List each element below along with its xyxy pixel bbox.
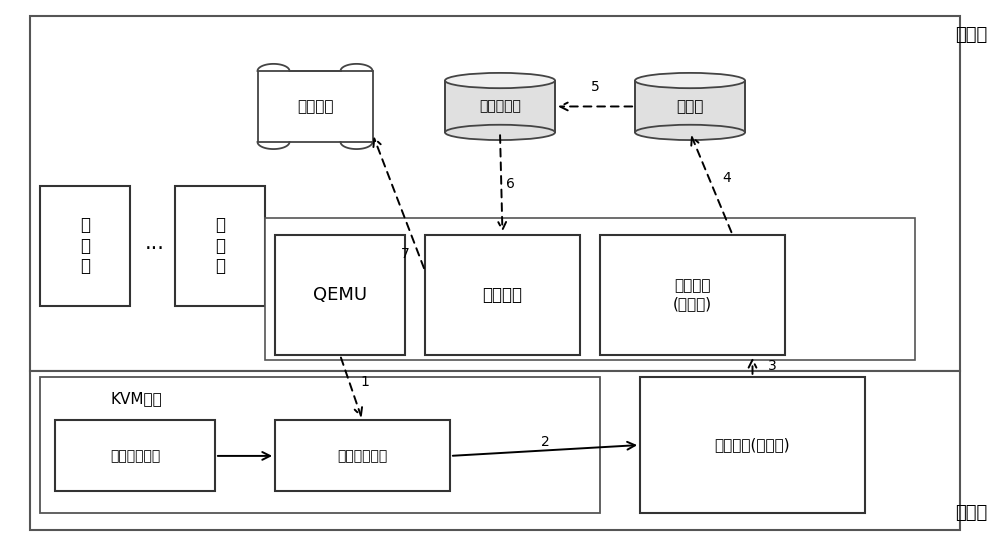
Text: 异步采集模块: 异步采集模块 [337,449,388,463]
FancyBboxPatch shape [640,377,865,513]
FancyBboxPatch shape [265,218,915,360]
FancyBboxPatch shape [55,420,215,491]
Text: 6: 6 [506,176,514,191]
FancyBboxPatch shape [40,377,600,513]
Bar [635,80,745,132]
Text: 7: 7 [401,247,409,262]
Text: 2: 2 [541,435,549,449]
Text: KVM模块: KVM模块 [110,391,162,406]
Ellipse shape [445,124,555,140]
Text: 3: 3 [768,359,777,373]
Bar [445,80,555,132]
Text: 检测日志: 检测日志 [297,99,333,114]
Ellipse shape [445,73,555,88]
Text: 虚
拟
机: 虚 拟 机 [80,216,90,276]
FancyBboxPatch shape [600,235,785,355]
FancyBboxPatch shape [275,235,405,355]
Text: 4: 4 [722,171,731,185]
Text: 正常特征库: 正常特征库 [479,99,521,114]
FancyBboxPatch shape [30,371,960,530]
Text: 通信模块
(客户端): 通信模块 (客户端) [673,278,712,311]
Text: 检测模块: 检测模块 [482,286,522,304]
Text: QEMU: QEMU [313,286,367,304]
Text: 通信模块(服务端): 通信模块(服务端) [715,437,790,453]
Text: ...: ... [145,233,165,253]
FancyBboxPatch shape [175,186,265,306]
Text: 内核态: 内核态 [955,505,987,522]
Ellipse shape [635,73,745,88]
FancyBboxPatch shape [425,235,580,355]
Ellipse shape [635,124,745,140]
Bar [258,71,372,142]
Text: 数据库: 数据库 [676,99,704,114]
FancyBboxPatch shape [275,420,450,491]
FancyBboxPatch shape [30,16,960,371]
Text: 进程获取模块: 进程获取模块 [110,449,160,463]
Text: 用户态: 用户态 [955,27,987,44]
Text: 1: 1 [361,375,369,389]
FancyBboxPatch shape [40,186,130,306]
Text: 5: 5 [591,80,599,94]
Text: 虚
拟
机: 虚 拟 机 [215,216,225,276]
